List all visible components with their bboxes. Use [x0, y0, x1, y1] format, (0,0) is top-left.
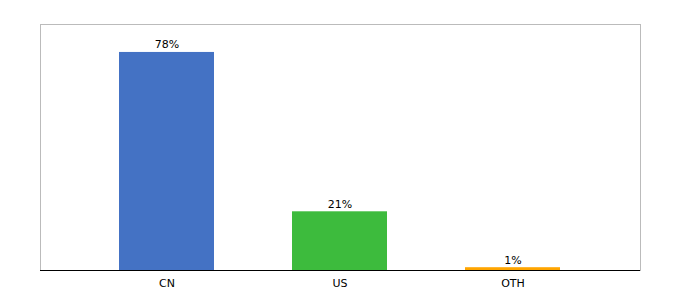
svg-text:OTH: OTH: [501, 277, 525, 290]
svg-text:1%: 1%: [504, 254, 521, 267]
svg-text:CN: CN: [159, 277, 175, 290]
svg-text:78%: 78%: [155, 38, 179, 51]
svg-text:21%: 21%: [328, 198, 352, 211]
svg-text:US: US: [332, 277, 347, 290]
